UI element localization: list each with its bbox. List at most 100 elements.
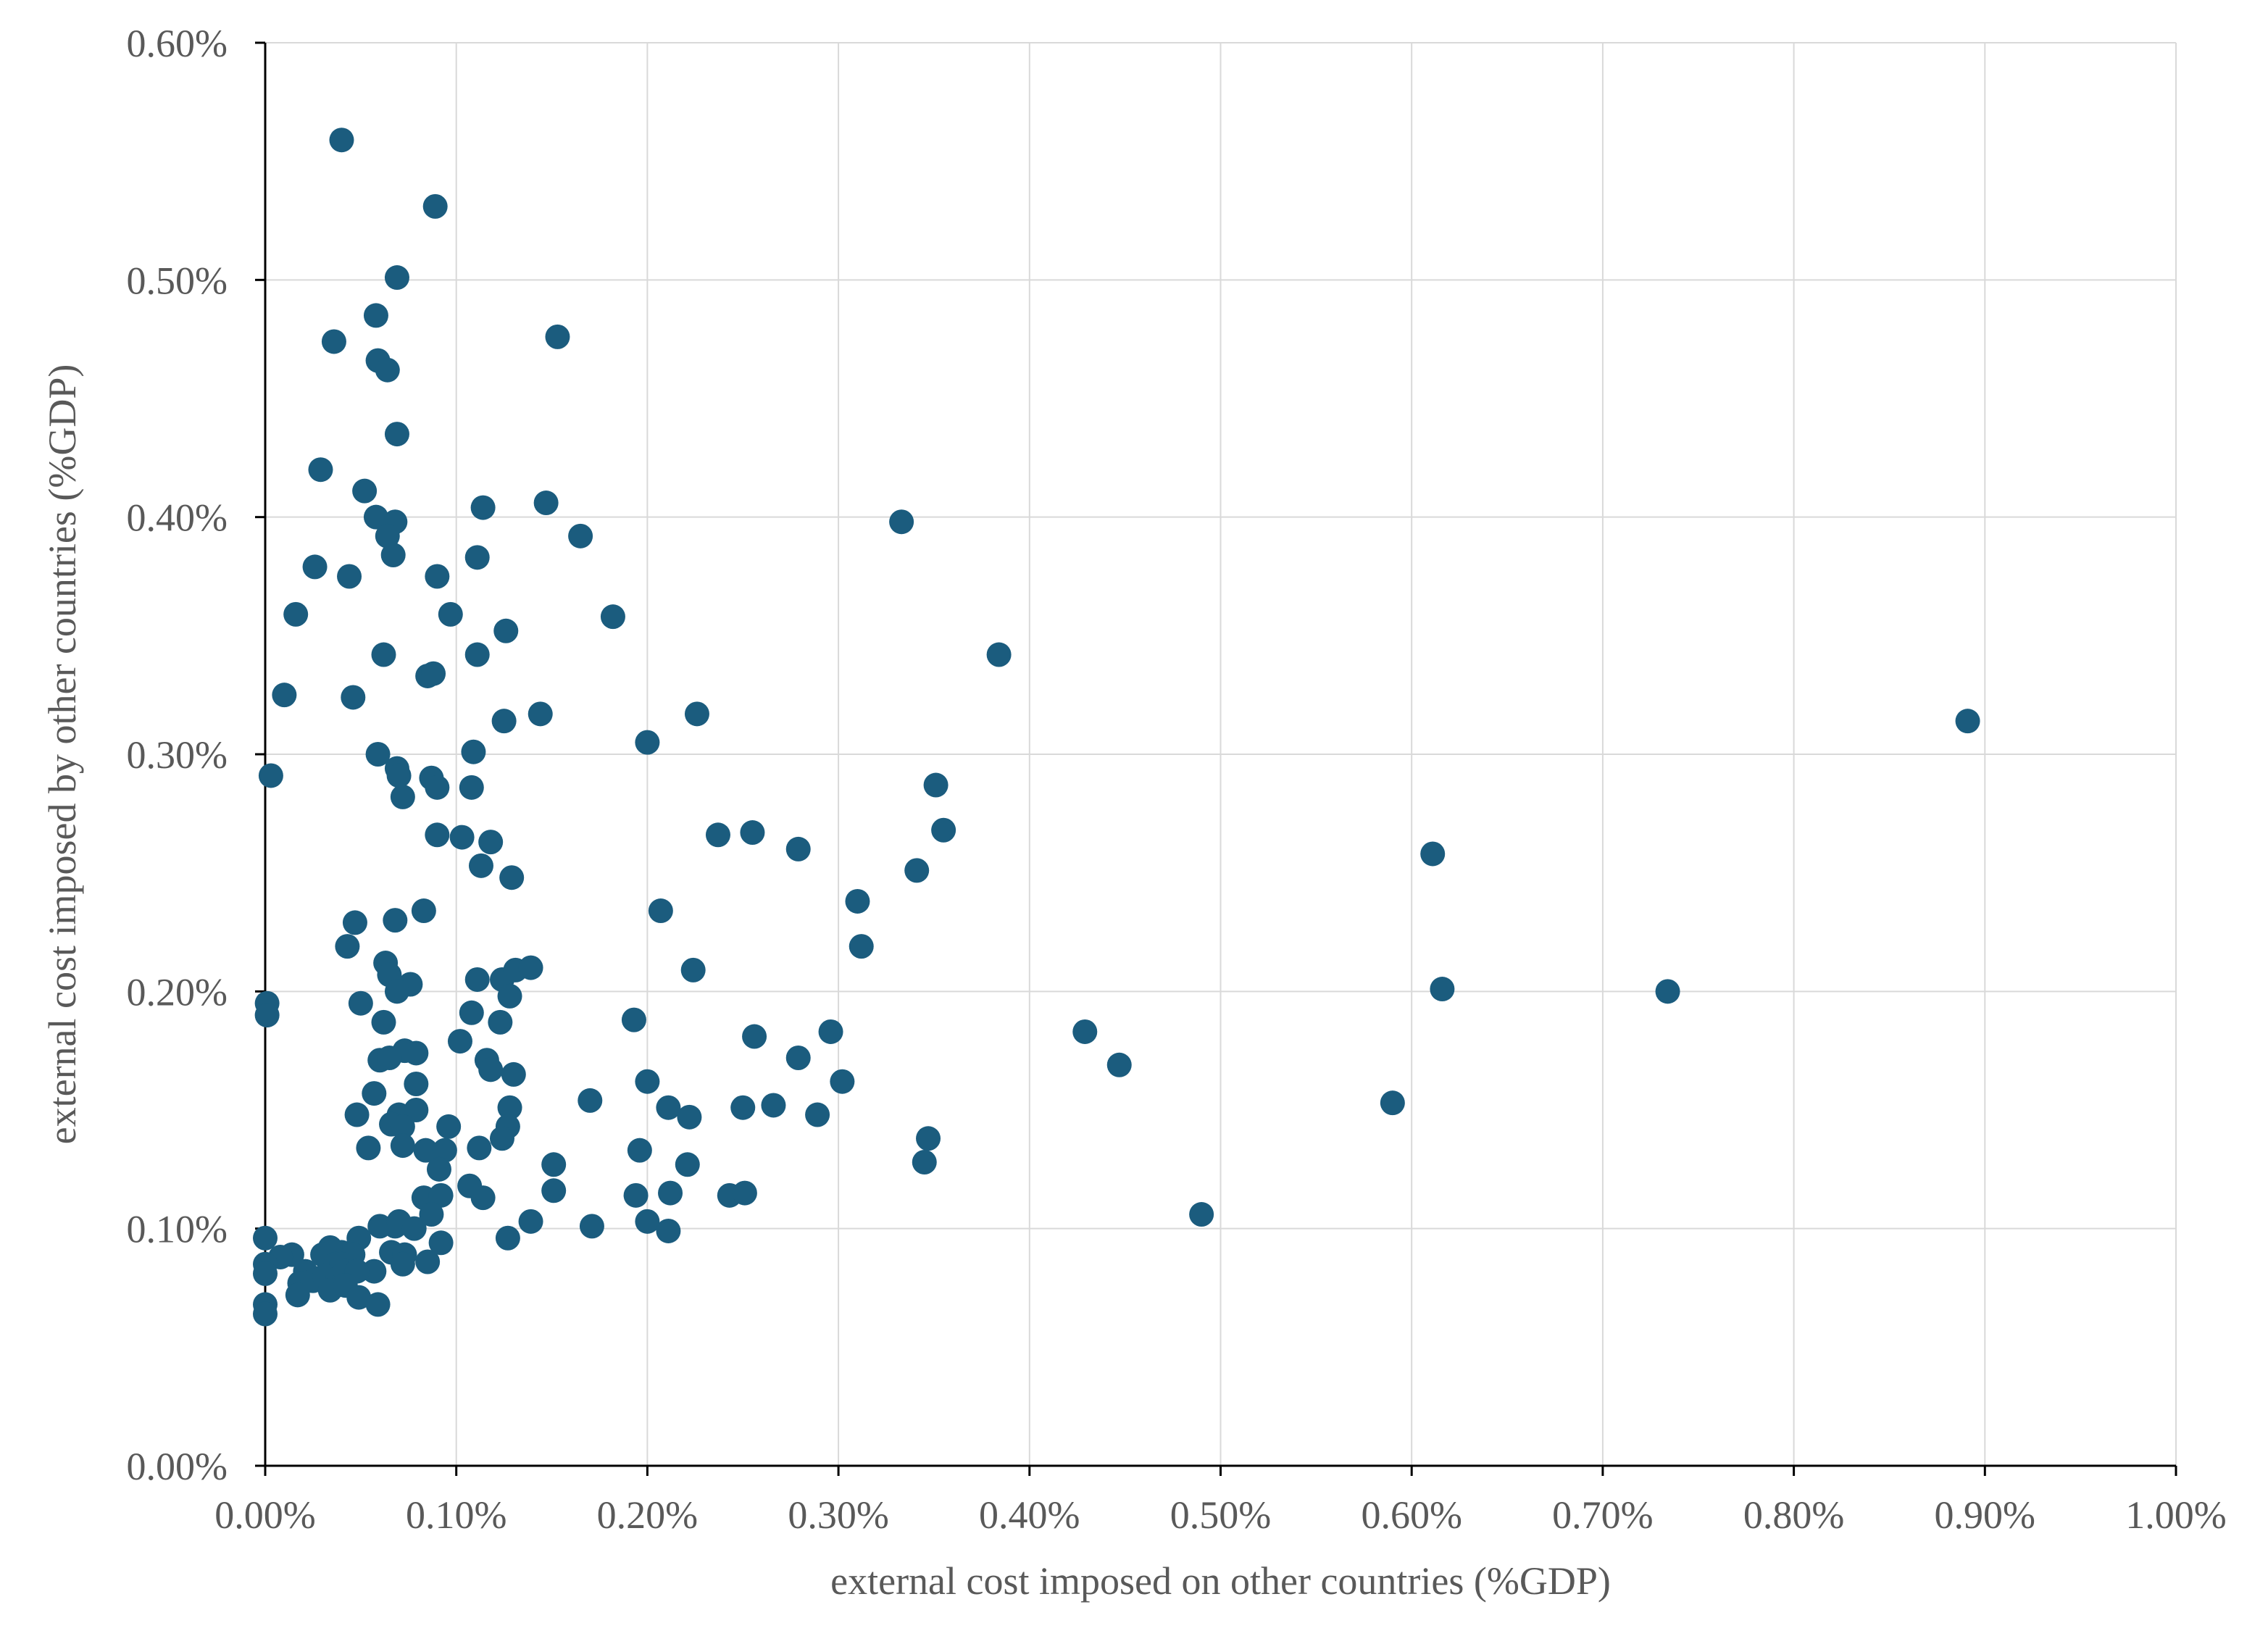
data-point <box>253 1261 278 1286</box>
data-point <box>371 642 396 667</box>
data-point <box>493 618 519 643</box>
data-point <box>518 1209 543 1234</box>
data-point <box>254 1003 280 1028</box>
data-point <box>845 888 870 914</box>
data-point <box>478 1057 504 1082</box>
data-point <box>425 564 450 589</box>
data-point <box>499 865 525 890</box>
data-point <box>321 329 346 354</box>
data-point <box>415 1249 441 1274</box>
data-point <box>404 1071 429 1096</box>
data-point <box>528 701 553 727</box>
data-point <box>761 1093 786 1118</box>
data-point <box>1655 979 1680 1004</box>
data-point <box>478 830 504 855</box>
data-point <box>283 601 309 627</box>
gridlines <box>265 42 2177 1466</box>
data-point <box>432 1138 457 1163</box>
x-tick-label: 0.20% <box>597 1493 698 1537</box>
x-tick-label: 0.10% <box>406 1493 506 1537</box>
data-point <box>541 1178 567 1203</box>
data-point <box>986 642 1012 667</box>
data-point <box>818 1019 843 1044</box>
y-tick-label: 0.10% <box>127 1208 228 1251</box>
data-point <box>675 1152 700 1177</box>
x-tick-label: 0.90% <box>1935 1493 2035 1537</box>
x-tick-label: 0.30% <box>788 1493 888 1537</box>
data-point <box>468 853 493 878</box>
data-point <box>384 979 409 1004</box>
data-point <box>371 1009 396 1035</box>
data-point <box>541 1152 567 1177</box>
data-point <box>635 730 660 755</box>
data-point <box>464 642 490 667</box>
data-point <box>931 817 956 843</box>
data-point <box>497 983 522 1009</box>
data-point <box>428 1230 454 1256</box>
data-point <box>459 775 484 800</box>
data-point <box>732 1180 757 1206</box>
data-point <box>830 1069 855 1094</box>
data-point <box>656 1218 681 1243</box>
data-point <box>337 564 362 589</box>
data-point <box>497 1095 522 1120</box>
data-point <box>302 554 328 580</box>
data-point <box>495 1225 520 1251</box>
x-tick-label: 0.80% <box>1743 1493 1844 1537</box>
data-point <box>377 1045 402 1070</box>
x-tick-label: 0.60% <box>1361 1493 1462 1537</box>
data-point <box>380 543 406 568</box>
data-point <box>428 1182 454 1208</box>
data-point <box>545 324 570 349</box>
data-point <box>258 763 283 788</box>
data-point <box>459 1000 484 1025</box>
data-point <box>348 990 373 1016</box>
y-tick-label: 0.00% <box>127 1445 228 1488</box>
data-point <box>912 1150 937 1175</box>
data-point <box>467 1135 492 1161</box>
data-point <box>491 709 517 734</box>
data-point <box>1106 1052 1132 1077</box>
data-point <box>627 1138 652 1163</box>
data-point <box>390 1133 415 1159</box>
data-point <box>635 1209 660 1234</box>
data-point <box>335 934 360 959</box>
data-point <box>488 1009 513 1035</box>
data-point <box>904 858 930 883</box>
data-point <box>352 478 378 504</box>
data-point <box>253 1225 278 1251</box>
data-point <box>470 495 496 520</box>
data-point <box>449 825 475 850</box>
data-point <box>390 1251 415 1277</box>
data-point <box>1189 1202 1214 1227</box>
data-point <box>383 908 408 933</box>
data-point <box>578 1088 603 1113</box>
data-point <box>785 836 811 861</box>
data-point <box>849 934 874 959</box>
data-point <box>365 742 391 767</box>
data-point <box>1072 1019 1098 1044</box>
data-point <box>805 1102 830 1127</box>
data-point <box>501 1061 526 1087</box>
y-tick-label: 0.60% <box>127 22 228 65</box>
data-point <box>421 661 446 686</box>
data-points <box>253 128 1980 1327</box>
data-point <box>422 193 448 219</box>
data-point <box>386 763 412 788</box>
data-point <box>740 820 765 846</box>
data-point <box>436 1114 462 1139</box>
data-point <box>677 1104 702 1130</box>
data-point <box>1380 1090 1405 1116</box>
data-point <box>362 1081 387 1106</box>
x-tick-label: 0.50% <box>1170 1493 1271 1537</box>
data-point <box>384 422 409 447</box>
data-point <box>705 822 730 848</box>
data-point <box>404 1040 429 1066</box>
data-point <box>426 1156 451 1182</box>
data-point <box>461 739 486 764</box>
data-point <box>447 1029 472 1054</box>
x-tick-label: 0.70% <box>1552 1493 1653 1537</box>
data-point <box>730 1095 756 1120</box>
data-point <box>401 1216 427 1241</box>
